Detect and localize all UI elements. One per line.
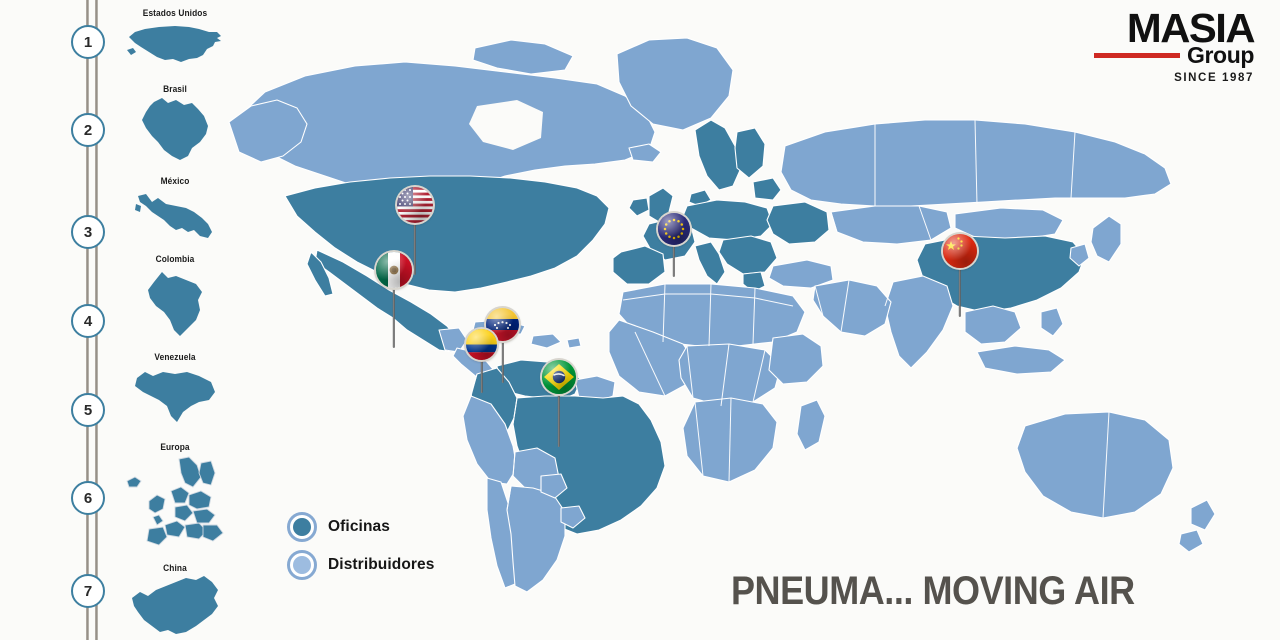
region-madagascar: [796, 399, 826, 451]
sidebar-shape-china: [100, 574, 250, 638]
region-mongolia: [954, 207, 1064, 241]
region-usa: [284, 175, 610, 293]
map-pin-mexico[interactable]: [376, 252, 412, 348]
legend-label-oficinas: Oficinas: [328, 518, 390, 535]
sidebar-step-2[interactable]: 2: [71, 113, 105, 147]
sidebar-label-colombia: Colombia: [155, 254, 195, 265]
logo-red-bar: [1094, 53, 1180, 58]
step-number: 7: [83, 582, 93, 600]
office-marker-icon: [287, 512, 317, 542]
sidebar-step-5[interactable]: 5: [71, 393, 105, 427]
sidebar-step-3[interactable]: 3: [71, 215, 105, 249]
sidebar-label-venezuela: Venezuela: [154, 352, 196, 363]
distributor-marker-icon: [287, 550, 317, 580]
region-new-zealand: [1190, 499, 1216, 531]
region-hispaniola: [530, 333, 562, 349]
map-pin-china[interactable]: [943, 234, 977, 317]
step-number: 5: [83, 401, 93, 419]
region-iceland: [628, 143, 662, 163]
region-italy: [694, 241, 726, 285]
country-timeline-sidebar: 1 Estados Unidos 2 Brasil 3 México 4: [0, 0, 230, 640]
region-india: [884, 275, 954, 369]
map-pin-brasil[interactable]: [542, 360, 576, 447]
region-germany-poland: [682, 199, 774, 241]
step-number: 1: [83, 33, 93, 51]
sidebar-step-6[interactable]: 6: [71, 481, 105, 515]
region-philippines: [1040, 307, 1064, 337]
logo-wordmark: MASIA: [1126, 5, 1256, 51]
sidebar-shape-usa: [100, 19, 250, 69]
country-borders: [470, 119, 1110, 522]
logo-group-text: Group: [1187, 42, 1254, 68]
step-number: 3: [83, 223, 93, 241]
region-australia: [1016, 411, 1174, 519]
map-legend: Oficinas Distribuidores: [287, 508, 434, 584]
region-sea: [964, 305, 1022, 345]
region-newzealand-south: [1178, 529, 1204, 553]
legend-label-distribuidores: Distribuidores: [328, 556, 435, 573]
flag-icon-co: [466, 329, 497, 360]
logo-since-text: SINCE 1987: [1174, 72, 1254, 84]
map-pin-colombia[interactable]: [466, 329, 497, 393]
legend-item-distribuidores: Distribuidores: [287, 546, 434, 584]
region-greenland: [616, 37, 734, 131]
region-yucatan: [438, 327, 468, 353]
region-iberia: [612, 245, 666, 285]
region-scandinavia: [694, 119, 742, 191]
sidebar-shape-europe: [100, 455, 250, 551]
sidebar-label-china: China: [163, 563, 187, 574]
flag-icon-br: [542, 360, 576, 394]
region-korea: [1069, 243, 1090, 267]
region-turkey: [768, 259, 834, 289]
region-mexico: [314, 249, 460, 353]
sidebar-shape-brazil: [100, 96, 250, 162]
tagline: PNEUMA... MOVING AIR: [731, 569, 1135, 613]
sidebar-shape-venezuela: [100, 366, 250, 428]
region-alaska: [228, 99, 308, 163]
sidebar-label-brasil: Brasil: [163, 84, 187, 95]
flag-icon-cn: [943, 234, 977, 268]
sidebar-shape-mexico: [100, 190, 250, 252]
masia-group-logo: MASIA Group SINCE 1987: [1074, 8, 1256, 84]
region-baja: [306, 251, 334, 297]
region-arctic-islands: [472, 39, 574, 75]
sidebar-step-4[interactable]: 4: [71, 304, 105, 338]
sidebar-label-europa: Europa: [160, 442, 190, 453]
region-indonesia: [976, 345, 1066, 375]
region-ukraine: [766, 201, 830, 245]
region-east-africa: [768, 333, 824, 385]
world-map-svg: [228, 37, 1216, 593]
sidebar-label-estados-unidos: Estados Unidos: [142, 8, 208, 19]
region-canada: [234, 61, 656, 201]
sidebar-step-1[interactable]: 1: [71, 25, 105, 59]
step-number: 6: [83, 489, 93, 507]
region-middle-east: [812, 279, 892, 337]
region-kazakhstan: [830, 205, 952, 245]
region-puerto-rico: [566, 337, 582, 349]
flag-icon-mx: [376, 252, 412, 288]
map-pin-europa[interactable]: [658, 213, 690, 277]
world-map: [225, 0, 1280, 640]
region-balkans: [718, 235, 778, 275]
map-pin-estados-unidos[interactable]: [397, 187, 433, 275]
legend-item-oficinas: Oficinas: [287, 508, 434, 546]
region-ireland: [628, 197, 650, 217]
flag-icon-us: [397, 187, 433, 223]
region-argentina: [506, 485, 566, 593]
region-hudson-notch: [469, 100, 543, 150]
region-baltics: [752, 177, 782, 201]
flag-icon-eu: [658, 213, 690, 245]
region-finland: [734, 127, 766, 179]
step-number: 4: [83, 312, 93, 330]
region-japan: [1090, 215, 1122, 263]
step-number: 2: [83, 121, 93, 139]
region-central-africa: [678, 343, 782, 407]
region-peru-ecuador: [462, 395, 518, 485]
sidebar-label-mexico: México: [160, 176, 190, 187]
sidebar-step-7[interactable]: 7: [71, 574, 105, 608]
sidebar-shape-colombia: [100, 268, 250, 340]
